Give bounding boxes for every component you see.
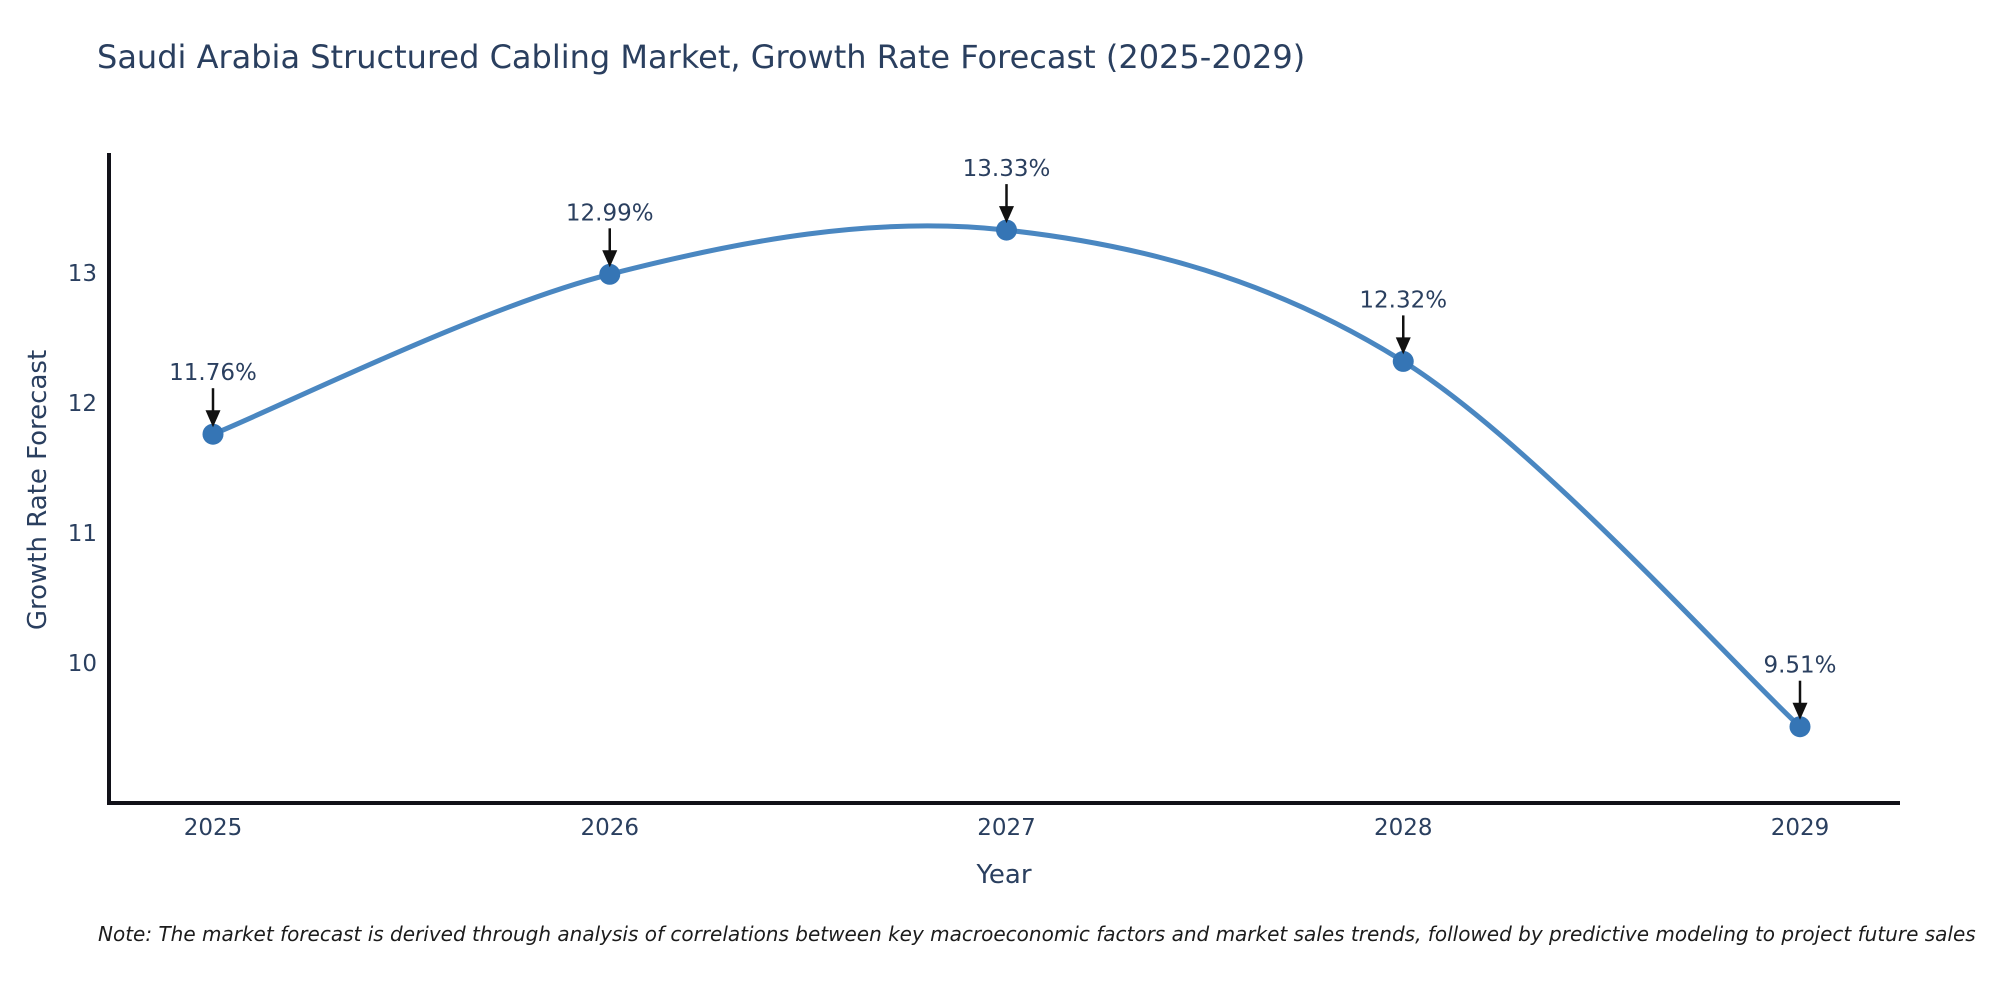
annotation-arrowhead	[999, 206, 1014, 224]
data-point	[996, 219, 1017, 241]
y-tick-label: 10	[68, 651, 97, 677]
x-tick-label: 2029	[1771, 815, 1830, 841]
y-tick-label: 13	[68, 261, 97, 287]
y-tick-label: 11	[68, 521, 97, 547]
x-tick-label: 2028	[1374, 815, 1433, 841]
annotation-arrowhead	[1792, 702, 1808, 720]
annotation-label: 13.33%	[963, 156, 1051, 182]
data-point	[1789, 716, 1811, 738]
annotation-label: 11.76%	[169, 360, 257, 386]
annotation-label: 9.51%	[1763, 653, 1836, 679]
x-tick-label: 2027	[977, 815, 1036, 841]
annotation-label: 12.99%	[566, 200, 654, 226]
data-point	[599, 263, 621, 285]
annotation-arrowhead	[602, 250, 618, 268]
data-point	[202, 423, 224, 445]
x-tick-label: 2026	[580, 815, 639, 841]
annotation-label: 12.32%	[1359, 287, 1447, 313]
y-tick-label: 12	[68, 391, 97, 417]
x-axis-title: Year	[976, 860, 1032, 890]
footnote: Note: The market forecast is derived thr…	[98, 922, 1976, 946]
forecast-line	[210, 223, 1803, 730]
annotation-arrowhead	[1395, 337, 1411, 355]
x-tick-label: 2025	[184, 815, 243, 841]
annotation-arrowhead	[205, 410, 221, 428]
data-point	[1392, 350, 1414, 372]
chart-title: Saudi Arabia Structured Cabling Market, …	[97, 38, 1306, 76]
